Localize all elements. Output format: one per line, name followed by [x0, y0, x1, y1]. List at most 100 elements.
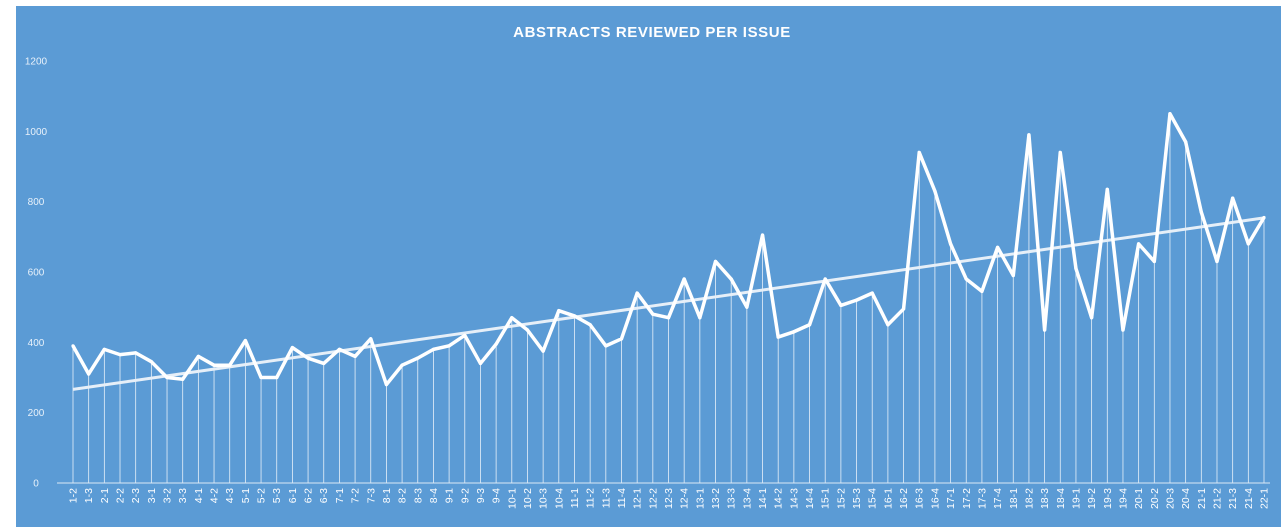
- x-tick-label: 4-3: [224, 488, 236, 503]
- x-tick-label: 6-2: [303, 488, 315, 503]
- x-tick-label: 13-4: [741, 488, 753, 509]
- x-tick-label: 17-1: [945, 488, 957, 509]
- x-tick-label: 18-4: [1055, 488, 1067, 509]
- data-point: [1246, 242, 1250, 246]
- data-point: [917, 150, 921, 155]
- data-point: [1137, 242, 1141, 246]
- x-tick-label: 18-1: [1008, 488, 1020, 509]
- x-tick-label: 8-1: [381, 488, 393, 503]
- data-point: [776, 335, 780, 339]
- data-point: [666, 316, 671, 320]
- data-point: [823, 277, 827, 281]
- data-point: [1058, 150, 1062, 155]
- x-tick-label: 8-3: [412, 488, 424, 503]
- x-tick-label: 9-2: [459, 488, 471, 503]
- data-point: [1199, 210, 1203, 214]
- data-point: [165, 375, 169, 380]
- data-point: [948, 242, 953, 246]
- x-tick-label: 14-2: [773, 488, 785, 509]
- chart-title: ABSTRACTS REVIEWED PER ISSUE: [513, 24, 791, 41]
- x-tick-label: 4-2: [209, 488, 221, 503]
- data-point: [1105, 187, 1109, 191]
- data-point: [1090, 316, 1094, 320]
- x-tick-label: 15-2: [835, 488, 847, 509]
- data-point: [1121, 328, 1125, 332]
- x-tick-label: 13-2: [710, 488, 722, 509]
- x-tick-label: 2-3: [130, 488, 142, 503]
- data-point: [1043, 328, 1047, 332]
- x-tick-label: 20-2: [1149, 488, 1161, 509]
- data-point: [353, 354, 357, 358]
- x-tick-label: 2-2: [115, 488, 127, 503]
- y-tick-label: 600: [28, 268, 45, 279]
- x-tick-label: 5-2: [256, 488, 268, 503]
- data-point: [557, 309, 561, 313]
- x-tick-label: 20-4: [1180, 488, 1192, 509]
- x-tick-label: 10-1: [506, 488, 518, 509]
- data-point: [87, 372, 91, 376]
- data-point: [463, 333, 467, 337]
- x-tick-label: 2-1: [99, 488, 111, 503]
- x-tick-label: 21-2: [1211, 488, 1223, 509]
- x-tick-label: 18-3: [1039, 488, 1051, 509]
- x-tick-label: 4-1: [193, 488, 205, 503]
- x-tick-label: 15-3: [851, 488, 863, 509]
- x-tick-label: 13-3: [726, 488, 738, 509]
- x-tick-label: 17-3: [976, 488, 988, 509]
- data-point: [698, 316, 702, 320]
- x-tick-label: 14-1: [757, 488, 769, 509]
- x-tick-label: 12-3: [663, 488, 675, 509]
- x-tick-label: 17-2: [961, 488, 973, 509]
- data-point: [886, 323, 890, 327]
- x-tick-label: 7-3: [365, 488, 377, 503]
- y-tick-label: 800: [28, 197, 45, 208]
- data-point: [212, 363, 216, 367]
- data-point: [431, 347, 436, 351]
- data-point: [588, 323, 592, 327]
- data-point: [760, 233, 765, 237]
- x-tick-label: 15-1: [820, 488, 832, 509]
- chart-area: ABSTRACTS REVIEWED PER ISSUE 0 200 400 600 8…: [16, 6, 1281, 527]
- data-point: [322, 361, 326, 366]
- y-tick-label: 400: [28, 338, 45, 349]
- data-point: [651, 312, 655, 316]
- x-tick-label: 15-4: [867, 488, 879, 509]
- trend-line: [72, 216, 1265, 391]
- x-tick-label: 11-4: [616, 488, 628, 508]
- data-point: [980, 289, 984, 293]
- x-tick-label: 20-3: [1164, 488, 1176, 509]
- x-tick-label: 3-1: [146, 488, 158, 503]
- x-tick-label: 19-3: [1102, 488, 1114, 509]
- x-tick-label: 9-1: [444, 488, 456, 503]
- y-tick-label: 1200: [25, 57, 48, 68]
- data-point: [1074, 266, 1078, 271]
- x-tick-label: 11-3: [600, 488, 612, 508]
- data-point: [447, 344, 451, 348]
- line-chart: ABSTRACTS REVIEWED PER ISSUE 0 200 400 600 8…: [25, 24, 1271, 509]
- data-point: [713, 259, 718, 264]
- data-point: [369, 337, 373, 341]
- y-tick-label: 200: [28, 408, 45, 419]
- x-tick-label: 10-3: [538, 488, 550, 509]
- x-tick-label: 12-2: [647, 488, 659, 509]
- y-tick-label: 1000: [25, 127, 48, 138]
- data-point: [1011, 273, 1015, 278]
- x-tick-label: 5-1: [240, 488, 252, 503]
- data-point: [196, 354, 200, 358]
- x-tick-label: 12-1: [632, 488, 644, 509]
- x-tick-label: 16-1: [882, 488, 894, 509]
- data-point: [1168, 112, 1172, 116]
- data-point: [384, 382, 389, 387]
- data-point: [854, 298, 859, 302]
- data-point: [102, 347, 106, 351]
- data-point: [478, 361, 483, 366]
- data-point: [1231, 196, 1235, 200]
- x-tick-label: 7-1: [334, 488, 346, 503]
- data-point: [134, 351, 138, 355]
- x-tick-label: 19-1: [1070, 488, 1082, 509]
- data-point: [635, 291, 639, 295]
- data-point: [494, 342, 498, 346]
- x-tick-label: 1-2: [68, 488, 80, 503]
- x-tick-label: 19-4: [1117, 488, 1129, 509]
- data-point: [259, 375, 263, 380]
